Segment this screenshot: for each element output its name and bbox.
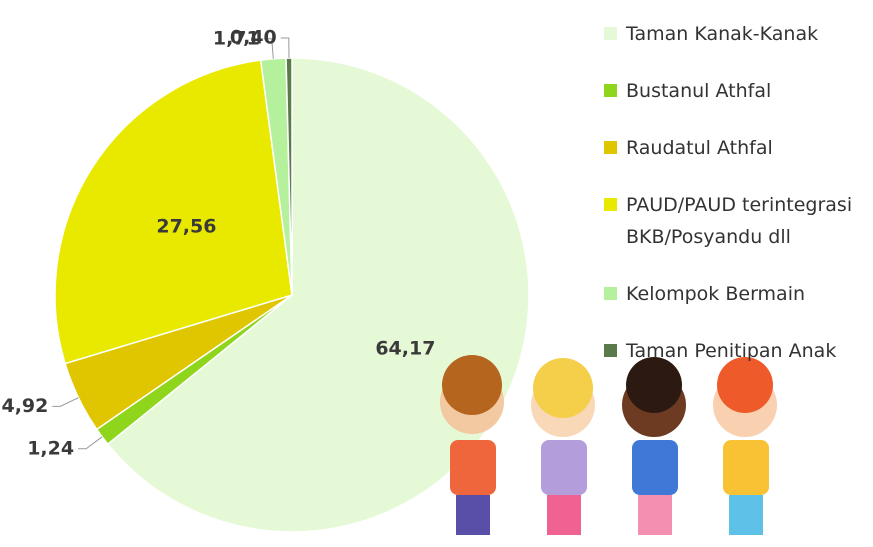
legend-label: PAUD/PAUD terintegrasi BKB/Posyandu dll (626, 194, 853, 248)
legend-label: Raudatul Athfal (626, 137, 773, 159)
legend: Taman Kanak-Kanak Bustanul Athfal Raudatul… (604, 18, 872, 392)
data-label: 27,56 (156, 215, 216, 237)
legend-item: Taman Kanak-Kanak (604, 18, 872, 50)
leader-line (52, 397, 79, 407)
data-label: 4,92 (1, 395, 48, 417)
legend-swatch (604, 141, 617, 154)
labels: 64,17 1,24 4,92 27,56 1,710,40 (1, 27, 435, 460)
legend-label: Taman Kanak-Kanak (626, 23, 819, 45)
legend-swatch (604, 84, 617, 97)
data-label: 1,71 (213, 27, 260, 49)
kids-illustration (440, 355, 777, 535)
legend-item: Taman Penitipan Anak (604, 335, 872, 367)
legend-item: PAUD/PAUD terintegrasi BKB/Posyandu dll (604, 189, 872, 253)
legend-item: Bustanul Athfal (604, 75, 872, 107)
legend-label: Taman Penitipan Anak (626, 340, 837, 362)
legend-swatch (604, 198, 617, 211)
legend-swatch (604, 287, 617, 300)
legend-item: Raudatul Athfal (604, 132, 872, 164)
legend-label: Kelompok Bermain (626, 283, 806, 305)
leader-line (263, 38, 274, 59)
leader-line (280, 37, 290, 59)
pie (54, 57, 530, 533)
pie-slice (54, 59, 293, 365)
legend-swatch (604, 27, 617, 40)
pie-slice (106, 57, 530, 533)
legend-swatch (604, 344, 617, 357)
leader-line (78, 436, 103, 450)
legend-label: Bustanul Athfal (626, 80, 772, 102)
data-label: 64,17 (375, 338, 435, 360)
data-label: 0,40 (230, 27, 277, 49)
legend-item: Kelompok Bermain (604, 278, 872, 310)
data-label: 1,24 (27, 437, 74, 459)
